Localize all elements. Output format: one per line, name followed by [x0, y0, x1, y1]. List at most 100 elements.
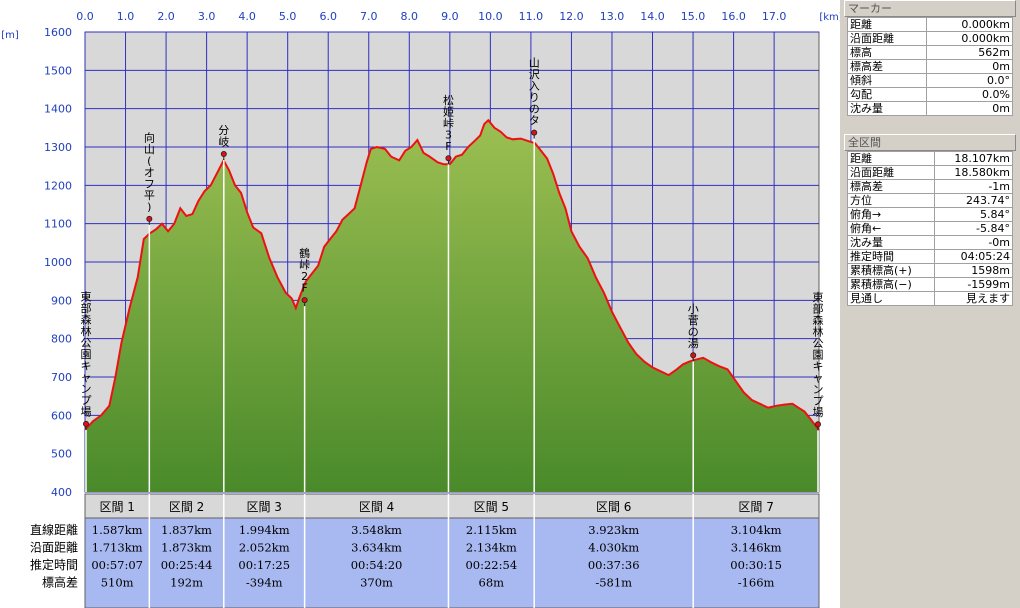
x-tick-label: 4.0 — [238, 10, 256, 23]
x-tick-label: 5.0 — [279, 10, 297, 23]
segment-value: 00:22:54 — [465, 558, 517, 572]
marker-pin — [690, 352, 697, 359]
marker-panel-title: マーカー — [844, 0, 1016, 17]
marker-row: 傾斜 0.0° — [847, 73, 1014, 88]
segment-value: 3.548km — [351, 523, 402, 537]
total-value: -1m — [933, 179, 1014, 194]
segment-value: 4.030km — [588, 541, 639, 555]
total-label: 見通し — [847, 291, 935, 306]
x-tick-label: 16.0 — [721, 10, 746, 23]
table-body-bg — [84, 517, 820, 608]
segment-value: 2.115km — [466, 523, 517, 537]
segment-value: -166m — [738, 576, 775, 590]
total-info-table: 距離 18.107km 沿面距離 18.580km 標高差 -1m 方位 243.74° 俯角→… — [847, 151, 1014, 306]
y-unit-label: [m] — [1, 30, 19, 41]
total-value: -0m — [933, 235, 1014, 250]
marker-info-table: 距離 0.000km 沿面距離 0.000km 標高 562m 標高差 0m 傾斜 0.0° 勾配 0… — [847, 17, 1014, 116]
total-value: 18.107km — [933, 151, 1014, 166]
segment-value: -394m — [246, 576, 283, 590]
segment-value: 00:54:20 — [351, 558, 403, 572]
x-tick-label: 12.0 — [559, 10, 584, 23]
segment-header: 区間 3 — [246, 500, 281, 514]
marker-row: 沈み量 0m — [847, 101, 1014, 116]
y-tick-label: 800 — [51, 333, 72, 346]
marker-label: 沈み量 — [847, 101, 927, 116]
marker-value: 0.0° — [925, 73, 1014, 88]
table-row-label: 標高差 — [42, 575, 78, 590]
x-tick-label: 8.0 — [401, 10, 419, 23]
total-label: 俯角→ — [847, 207, 935, 222]
segment-value: 1.873km — [161, 541, 212, 555]
segment-value: 2.134km — [466, 541, 517, 555]
segment-header: 区間 1 — [99, 500, 134, 514]
total-row: 方位 243.74° — [847, 193, 1014, 208]
segment-header: 区間 5 — [474, 500, 509, 514]
y-tick-label: 1100 — [44, 218, 72, 231]
marker-label: 標高差 — [847, 59, 927, 74]
total-panel-title: 全区間 — [844, 134, 1016, 151]
y-tick-label: 1200 — [44, 179, 72, 192]
total-row: 累積標高(−) -1599m — [847, 277, 1014, 292]
marker-label: 分岐 — [218, 124, 229, 149]
total-value: 18.580km — [933, 165, 1014, 180]
x-tick-label: 14.0 — [640, 10, 665, 23]
marker-panel: マーカー 距離 0.000km 沿面距離 0.000km 標高 562m 標高差 0m 傾斜 0.… — [844, 0, 1016, 116]
marker-label: 松姫峠 3 F — [443, 93, 454, 153]
segment-value: 1.837km — [161, 523, 212, 537]
x-tick-label: 1.0 — [117, 10, 135, 23]
segment-value: 00:25:44 — [161, 558, 213, 572]
x-tick-label: 9.0 — [441, 10, 459, 23]
segment-value: 3.923km — [588, 523, 639, 537]
y-tick-label: 1500 — [44, 64, 72, 77]
x-tick-label: 10.0 — [478, 10, 503, 23]
marker-pin — [815, 421, 822, 428]
segment-header: 区間 7 — [738, 500, 773, 514]
y-tick-label: 700 — [51, 371, 72, 384]
x-tick-label: 11.0 — [519, 10, 544, 23]
marker-row: 勾配 0.0% — [847, 87, 1014, 102]
marker-label: 向山(オフ平) — [144, 130, 155, 213]
segment-header: 区間 6 — [596, 500, 631, 514]
marker-row: 標高 562m — [847, 45, 1014, 60]
total-label: 標高差 — [847, 179, 935, 194]
table-row-label: 推定時間 — [30, 557, 78, 572]
total-panel: 全区間 距離 18.107km 沿面距離 18.580km 標高差 -1m 方位 243.74… — [844, 134, 1016, 306]
segment-value: -581m — [595, 576, 632, 590]
total-row: 沈み量 -0m — [847, 235, 1014, 250]
marker-label: 距離 — [847, 17, 927, 32]
marker-pin — [301, 297, 308, 304]
segment-value: 370m — [360, 576, 393, 590]
marker-pin — [531, 129, 538, 136]
x-tick-label: 17.0 — [762, 10, 787, 23]
total-row: 距離 18.107km — [847, 151, 1014, 166]
y-tick-label: 1000 — [44, 256, 72, 269]
table-row-label: 沿面距離 — [30, 541, 78, 555]
marker-label: 東部森林公園キャンプ場 — [813, 291, 824, 419]
total-value: 5.84° — [933, 207, 1014, 222]
x-tick-label: 15.0 — [681, 10, 706, 23]
x-tick-label: 0.0 — [76, 10, 94, 23]
segment-value: 00:57:07 — [91, 558, 143, 572]
marker-value: 562m — [925, 45, 1014, 60]
elevation-fill — [85, 120, 819, 492]
total-label: 推定時間 — [847, 249, 935, 264]
marker-pin — [445, 155, 452, 162]
segment-value: 00:30:15 — [730, 558, 782, 572]
marker-row: 距離 0.000km — [847, 17, 1014, 32]
segment-value: 510m — [101, 576, 134, 590]
elevation-line — [84, 118, 820, 431]
marker-label: 勾配 — [847, 87, 927, 102]
y-tick-label: 1400 — [44, 103, 72, 116]
total-value: 1598m — [933, 263, 1014, 278]
segment-value: 00:17:25 — [238, 558, 290, 572]
marker-value: 0m — [925, 101, 1014, 116]
segment-value: 192m — [170, 576, 203, 590]
x-tick-label: 6.0 — [319, 10, 337, 23]
segment-value: 1.587km — [92, 523, 143, 537]
y-tick-label: 500 — [51, 448, 72, 461]
total-label: 距離 — [847, 151, 935, 166]
total-value: 見えます — [933, 291, 1014, 306]
x-tick-label: 7.0 — [360, 10, 378, 23]
